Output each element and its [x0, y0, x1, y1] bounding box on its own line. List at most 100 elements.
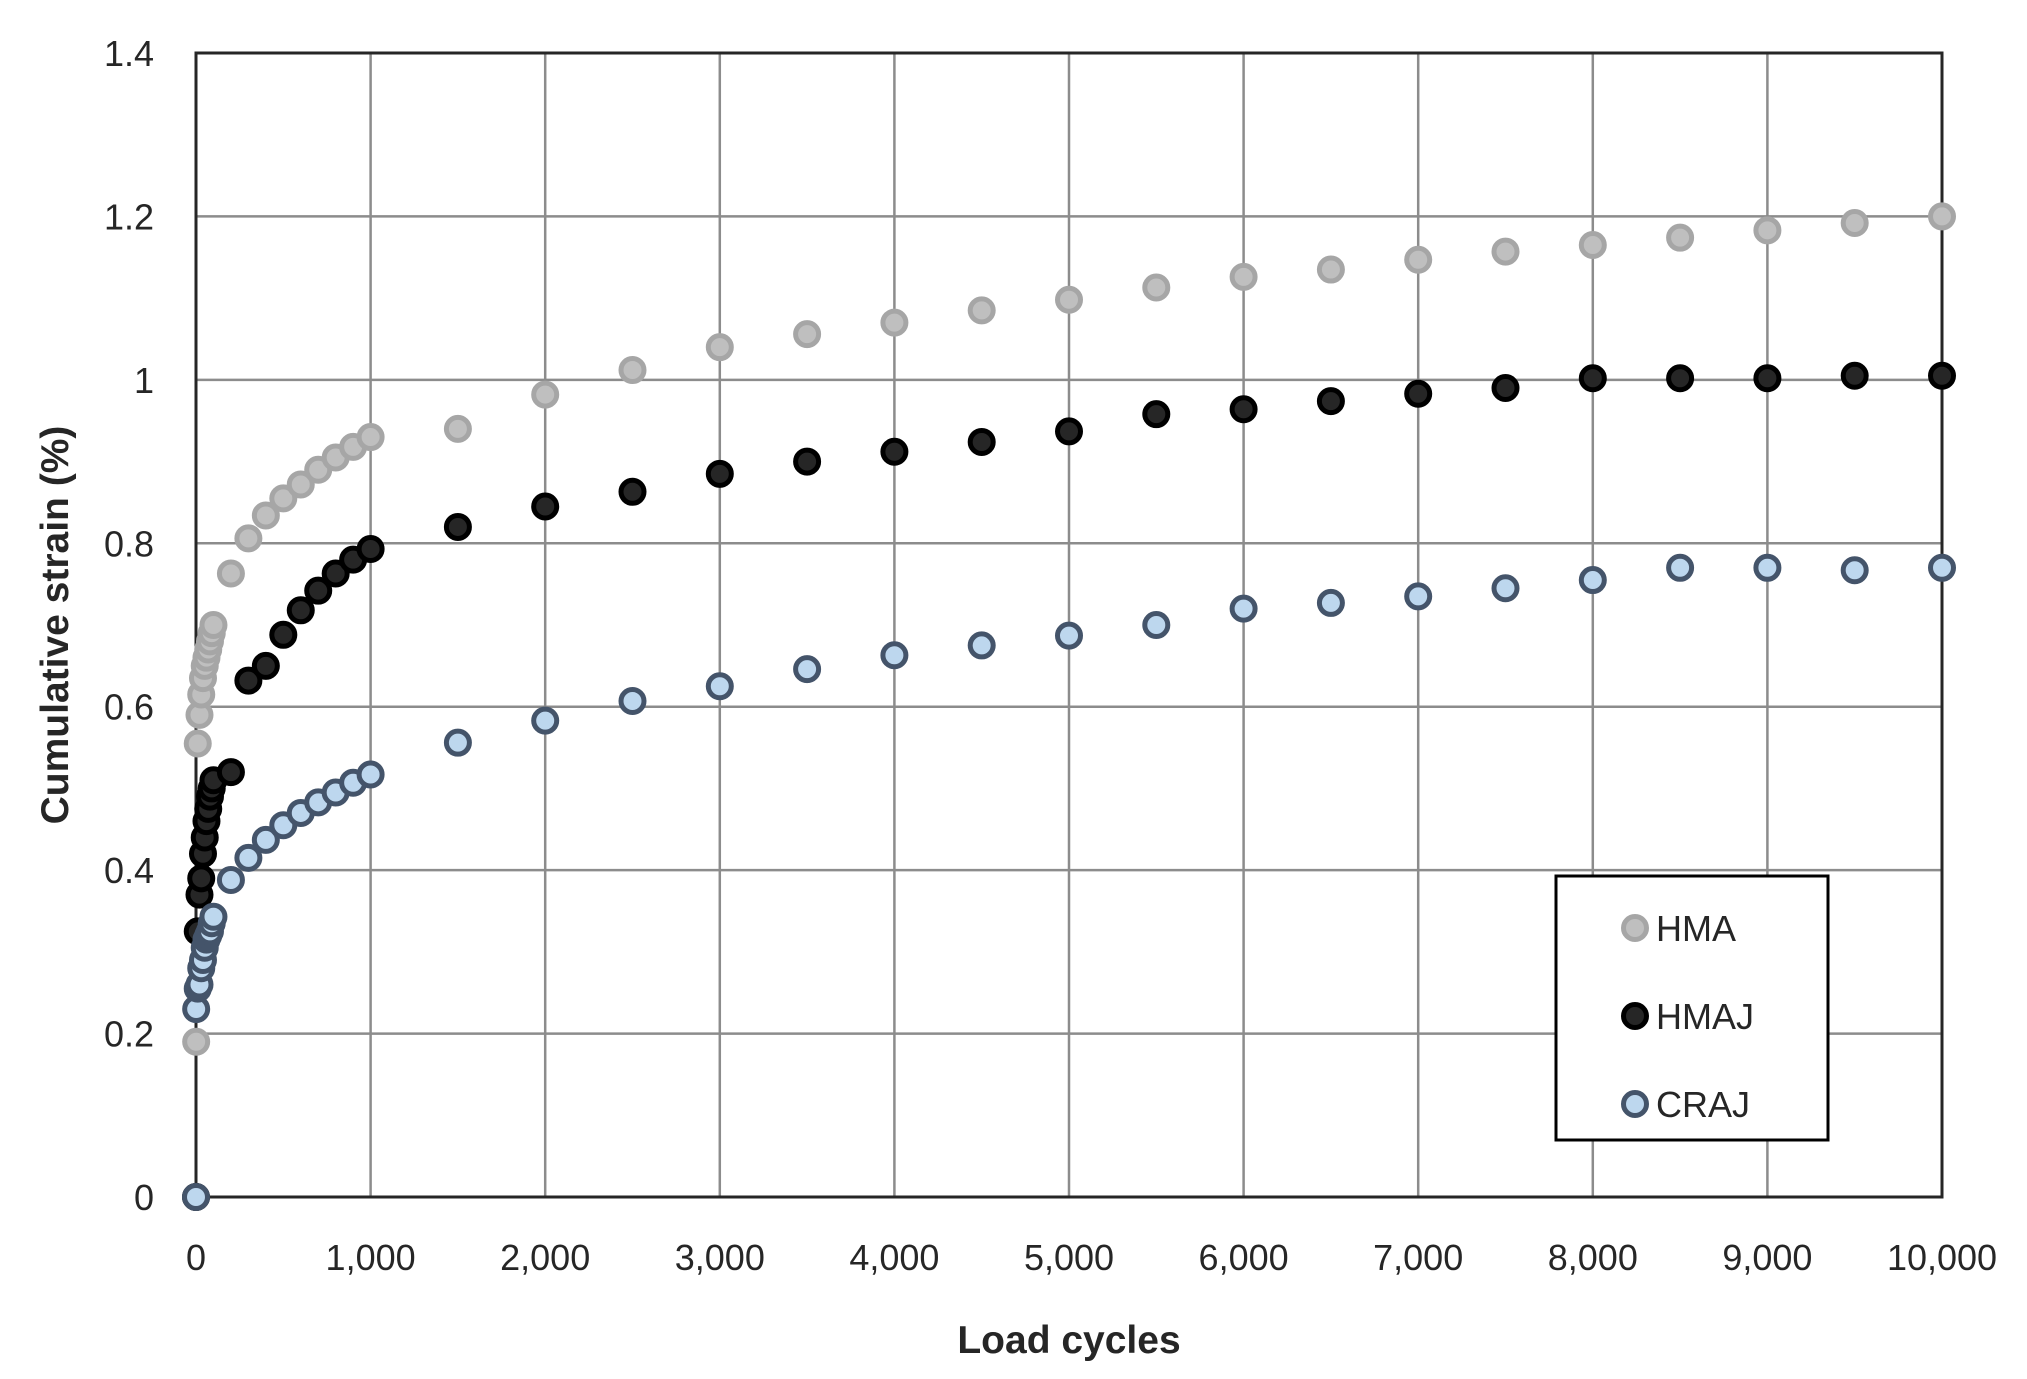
x-tick-label: 1,000: [326, 1237, 416, 1278]
data-point-craj: [1055, 621, 1083, 650]
data-point-craj: [234, 843, 263, 872]
data-point-hma: [183, 729, 212, 758]
y-tick-label: 0.2: [104, 1014, 154, 1055]
data-point-hmaj: [880, 437, 909, 466]
data-point-hmaj: [356, 535, 385, 564]
y-tick-label: 0.4: [104, 850, 154, 891]
data-point-hma: [531, 380, 560, 409]
data-point-craj: [618, 686, 647, 715]
data-point-hma: [1928, 202, 1956, 231]
data-point-craj: [251, 825, 280, 854]
data-point-hmaj: [234, 666, 263, 695]
data-point-hma: [1666, 223, 1695, 252]
data-point-hmaj: [1753, 364, 1782, 393]
legend-marker: [1621, 914, 1649, 942]
x-tick-label: 6,000: [1199, 1237, 1289, 1278]
y-tick-label: 1.2: [104, 196, 154, 237]
data-point-craj: [1928, 553, 1956, 582]
x-tick-label: 0: [186, 1237, 206, 1278]
data-point-hma: [1142, 273, 1171, 302]
data-point-craj: [356, 760, 385, 789]
data-point-hmaj: [187, 864, 216, 893]
data-point-hma: [705, 333, 734, 362]
data-point-hma: [1753, 216, 1782, 245]
y-axis-tick-labels: 0 0.2 0.4 0.6 0.8 1 1.2 1.4: [104, 33, 154, 1218]
x-tick-label: 10,000: [1887, 1237, 1997, 1278]
legend-item-hmaj: HMAJ: [1621, 996, 1754, 1037]
legend-marker: [1621, 1002, 1649, 1030]
data-point-hmaj: [1142, 400, 1171, 429]
data-point-hmaj: [1578, 364, 1607, 393]
data-point-hmaj: [705, 459, 734, 488]
legend-marker: [1621, 1090, 1649, 1118]
data-point-hma: [269, 484, 298, 513]
data-point-hma: [1840, 208, 1869, 237]
data-point-hmaj: [1055, 417, 1083, 446]
data-point-hma: [251, 501, 280, 530]
legend-label: CRAJ: [1656, 1084, 1750, 1125]
legend-item-hma: HMA: [1621, 908, 1736, 949]
data-point-hma: [1404, 245, 1433, 274]
data-point-craj: [1316, 588, 1345, 617]
data-series: [182, 202, 1956, 1211]
data-point-hma: [1316, 255, 1345, 284]
data-point-hma: [216, 559, 245, 588]
legend-label: HMAJ: [1656, 996, 1754, 1037]
data-point-hmaj: [216, 758, 245, 787]
legend: HMA HMAJ CRAJ: [1554, 874, 1830, 1142]
series-hmaj: [182, 361, 1956, 1211]
data-point-hmaj: [286, 596, 315, 625]
data-point-craj: [182, 1183, 210, 1211]
legend-box: [1554, 874, 1830, 1142]
data-point-hmaj: [269, 620, 298, 649]
x-tick-label: 8,000: [1548, 1237, 1638, 1278]
data-point-craj: [216, 865, 245, 894]
data-point-hma: [443, 414, 472, 443]
data-point-hma: [618, 356, 647, 385]
data-point-craj: [705, 672, 734, 701]
data-point-hmaj: [618, 477, 647, 506]
data-point-craj: [1840, 556, 1869, 585]
x-axis-tick-labels: 0 1,000 2,000 3,000 4,000 5,000 6,000 7,000 8,00…: [186, 1237, 1997, 1278]
data-point-craj: [443, 728, 472, 757]
data-point-hma: [356, 423, 385, 452]
y-axis-title: Cumulative strain (%): [34, 426, 77, 825]
data-point-craj: [531, 706, 560, 735]
data-point-hmaj: [1666, 364, 1695, 393]
data-point-hmaj: [1229, 395, 1258, 424]
x-tick-label: 9,000: [1722, 1237, 1812, 1278]
series-craj: [182, 553, 1956, 1211]
legend-label: HMA: [1656, 908, 1736, 949]
data-point-craj: [1142, 611, 1171, 639]
data-point-hma: [199, 611, 228, 639]
data-point-hmaj: [304, 576, 333, 605]
data-point-craj: [967, 631, 996, 660]
data-point-hma: [880, 308, 909, 337]
data-point-hmaj: [1840, 361, 1869, 390]
x-tick-label: 3,000: [675, 1237, 765, 1278]
data-point-hma: [1229, 262, 1258, 291]
data-point-hmaj: [251, 651, 280, 680]
data-point-hma: [182, 1027, 211, 1056]
x-tick-label: 7,000: [1373, 1237, 1463, 1278]
data-point-hma: [793, 320, 822, 349]
x-tick-label: 2,000: [500, 1237, 590, 1278]
data-point-hma: [286, 470, 315, 499]
y-tick-label: 0: [134, 1177, 154, 1218]
data-point-hmaj: [321, 559, 350, 588]
legend-item-craj: CRAJ: [1621, 1084, 1750, 1125]
data-point-hmaj: [1404, 379, 1433, 408]
y-tick-label: 1.4: [104, 33, 154, 74]
data-point-hma: [967, 296, 996, 325]
y-tick-label: 0.8: [104, 523, 154, 564]
data-point-craj: [793, 655, 822, 684]
data-point-hmaj: [1491, 374, 1520, 403]
data-point-hma: [234, 524, 263, 553]
data-point-hmaj: [1316, 387, 1345, 416]
data-point-hma: [1491, 237, 1520, 266]
data-point-craj: [1578, 566, 1607, 595]
data-point-hmaj: [1928, 361, 1956, 390]
data-point-craj: [1404, 582, 1433, 611]
